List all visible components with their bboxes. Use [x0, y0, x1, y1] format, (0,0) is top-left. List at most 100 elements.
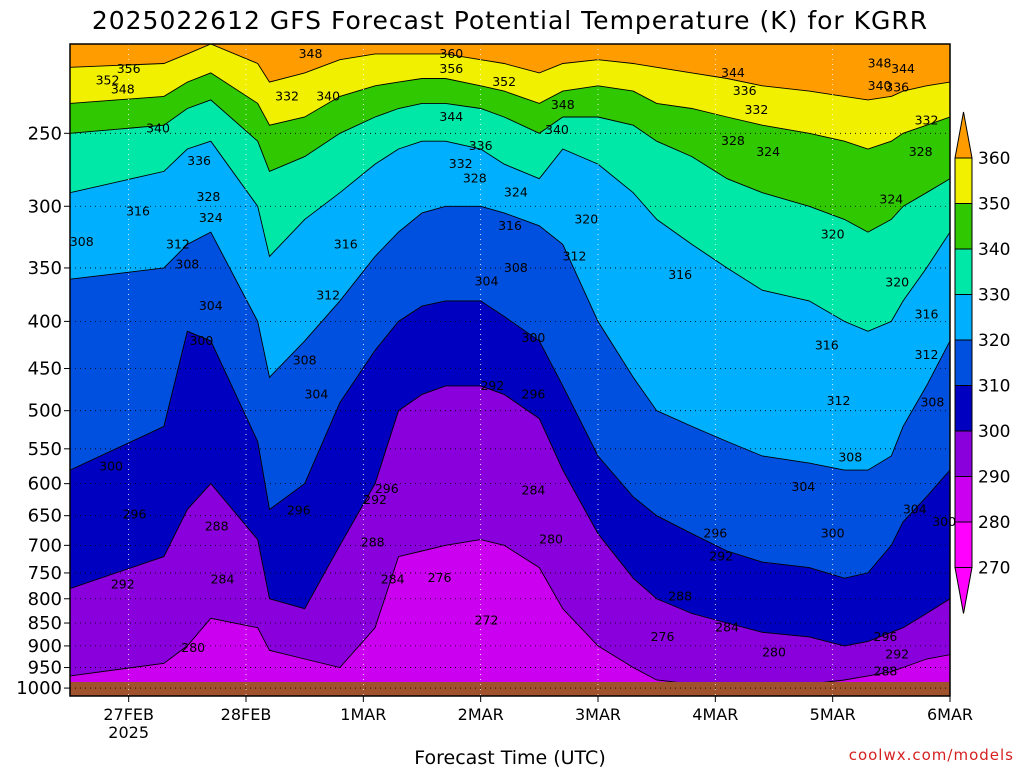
contour-label: 292 — [885, 647, 909, 662]
contour-label: 320 — [821, 227, 845, 242]
y-tick-label: 800 — [28, 589, 62, 610]
contour-label: 340 — [868, 78, 892, 93]
contour-band-280 — [70, 539, 950, 696]
contour-label: 296 — [703, 526, 727, 541]
colorbar-under-arrow — [954, 567, 973, 614]
y-tick-label: 550 — [28, 439, 62, 460]
y-tick-label: 350 — [28, 258, 62, 279]
contour-label: 312 — [316, 288, 340, 303]
contour-label: 356 — [439, 61, 463, 76]
contour-label: 304 — [199, 298, 223, 313]
contour-label: 284 — [522, 482, 546, 497]
contour-label: 304 — [475, 273, 499, 288]
contour-label: 272 — [475, 613, 499, 628]
contour-label: 296 — [874, 629, 898, 644]
colorbar-segment — [954, 385, 973, 432]
contour-label: 324 — [879, 192, 903, 207]
y-tick-label: 250 — [28, 123, 62, 144]
contour-label: 324 — [756, 144, 780, 159]
x-tick-label: 28FEB — [221, 705, 272, 724]
contour-label: 300 — [189, 333, 213, 348]
contour-label: 288 — [361, 534, 385, 549]
contour-label: 348 — [299, 46, 323, 61]
contour-fills — [70, 44, 950, 696]
plot-area: 3563523483403363283243163123083083043003… — [69, 43, 956, 697]
contour-label: 324 — [504, 185, 528, 200]
contour-label: 308 — [175, 257, 199, 272]
contour-label: 288 — [668, 588, 692, 603]
contour-label: 308 — [920, 395, 944, 410]
contour-label: 284 — [381, 571, 405, 586]
terrain-ground — [70, 682, 950, 696]
x-tick-sublabel: 2025 — [108, 723, 149, 742]
contour-label: 292 — [480, 378, 504, 393]
contour-label: 348 — [111, 81, 135, 96]
colorbar-label: 280 — [978, 513, 1010, 533]
y-tick-label: 1000 — [16, 678, 62, 699]
contour-label: 284 — [715, 620, 739, 635]
contour-label: 320 — [885, 275, 909, 290]
contour-label: 328 — [721, 133, 745, 148]
contour-label: 312 — [166, 236, 190, 251]
contour-label: 332 — [449, 156, 473, 171]
contour-label: 356 — [117, 61, 141, 76]
contour-label: 344 — [891, 61, 915, 76]
y-tick-label: 600 — [28, 474, 62, 495]
y-tick-label: 450 — [28, 359, 62, 380]
contour-label: 316 — [815, 338, 839, 353]
y-axis: 2503003504004505005506006507007508008509… — [16, 123, 70, 699]
x-axis-label: Forecast Time (UTC) — [414, 747, 605, 768]
contour-line-300 — [70, 300, 950, 579]
contour-line-340 — [70, 72, 950, 150]
grid-lines — [70, 44, 950, 696]
contour-label: 300 — [932, 514, 956, 529]
contour-label: 360 — [439, 46, 463, 61]
contour-label: 296 — [123, 506, 147, 521]
contour-label: 320 — [574, 211, 598, 226]
y-tick-label: 900 — [28, 636, 62, 657]
contour-label: 316 — [334, 236, 358, 251]
contour-label: 296 — [522, 386, 546, 401]
contour-label: 328 — [909, 144, 933, 159]
contour-label: 312 — [563, 248, 587, 263]
contour-label: 304 — [304, 386, 328, 401]
x-tick-label: 6MAR — [927, 705, 973, 724]
colorbar-label: 350 — [978, 195, 1010, 215]
contour-label: 292 — [363, 492, 387, 507]
contour-label: 280 — [762, 645, 786, 660]
contour-label: 308 — [504, 260, 528, 275]
contour-label: 300 — [99, 459, 123, 474]
y-tick-label: 950 — [28, 658, 62, 679]
colorbar-segment — [954, 339, 973, 386]
contour-line-290 — [70, 385, 950, 647]
contour-label: 276 — [428, 570, 452, 585]
contour-label: 336 — [733, 83, 757, 98]
colorbar: 270 280 290 300 310 320 330 340 350 360 — [954, 111, 1010, 614]
contour-label: 352 — [96, 72, 120, 87]
plot-frame — [69, 43, 951, 697]
colorbar-segment — [954, 157, 973, 204]
contour-labels: 3563523483403363283243163123083083043003… — [70, 46, 956, 679]
contour-line-310 — [70, 205, 950, 471]
y-tick-label: 500 — [28, 401, 62, 422]
y-tick-label: 300 — [28, 196, 62, 217]
contour-line-350 — [70, 44, 950, 101]
colorbar-label: 270 — [978, 559, 1010, 579]
contour-line-280 — [70, 539, 950, 689]
contour-label: 324 — [199, 210, 223, 225]
contour-line-320 — [70, 140, 950, 332]
colorbar-label: 310 — [978, 377, 1010, 397]
x-tick-label: 4MAR — [692, 705, 738, 724]
contour-label: 332 — [744, 102, 768, 117]
contour-label: 296 — [287, 503, 311, 518]
y-tick-label: 850 — [28, 613, 62, 634]
contour-label: 308 — [70, 234, 94, 249]
contour-label: 336 — [187, 153, 211, 168]
contour-label: 316 — [668, 267, 692, 282]
contour-label: 336 — [469, 138, 493, 153]
contour-label: 280 — [181, 640, 205, 655]
contour-label: 296 — [375, 481, 399, 496]
chart-title: 2025022612 GFS Forecast Potential Temper… — [92, 6, 928, 35]
credit-text: coolwx.com/models — [849, 746, 1014, 764]
